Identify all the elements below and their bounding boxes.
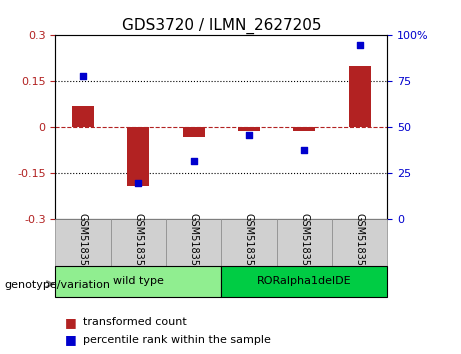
Bar <box>293 127 315 131</box>
Text: percentile rank within the sample: percentile rank within the sample <box>83 335 271 345</box>
Bar <box>349 66 371 127</box>
FancyBboxPatch shape <box>221 266 387 297</box>
FancyBboxPatch shape <box>55 266 221 297</box>
FancyBboxPatch shape <box>166 219 221 266</box>
Text: transformed count: transformed count <box>83 317 187 327</box>
FancyBboxPatch shape <box>277 219 332 266</box>
Text: RORalpha1delDE: RORalpha1delDE <box>257 276 352 286</box>
Text: GSM518355: GSM518355 <box>299 213 309 272</box>
Point <box>301 147 308 152</box>
Text: ■: ■ <box>65 333 76 346</box>
Text: GSM518356: GSM518356 <box>355 213 365 272</box>
FancyBboxPatch shape <box>55 219 111 266</box>
Point <box>245 132 253 138</box>
Bar <box>127 127 149 186</box>
Bar <box>183 127 205 137</box>
Text: ■: ■ <box>65 316 76 329</box>
Point <box>356 42 363 47</box>
Title: GDS3720 / ILMN_2627205: GDS3720 / ILMN_2627205 <box>122 18 321 34</box>
Text: GSM518352: GSM518352 <box>133 213 143 272</box>
Text: genotype/variation: genotype/variation <box>5 280 111 290</box>
FancyBboxPatch shape <box>111 219 166 266</box>
Point <box>190 158 197 164</box>
Text: GSM518353: GSM518353 <box>189 213 199 272</box>
Text: GSM518351: GSM518351 <box>78 213 88 272</box>
Bar <box>72 106 94 127</box>
FancyBboxPatch shape <box>221 219 277 266</box>
Text: GSM518354: GSM518354 <box>244 213 254 272</box>
Point <box>135 180 142 185</box>
Text: wild type: wild type <box>113 276 164 286</box>
FancyBboxPatch shape <box>332 219 387 266</box>
Point <box>79 73 87 79</box>
Bar <box>238 127 260 131</box>
